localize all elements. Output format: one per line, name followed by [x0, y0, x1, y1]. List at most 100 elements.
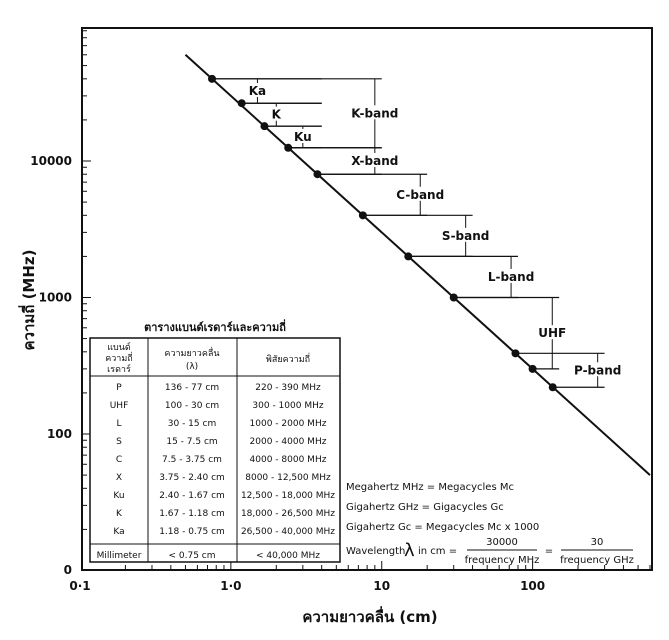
band-bracket: Ka — [212, 78, 322, 104]
band-label: L-band — [488, 270, 534, 284]
band-boundary-point — [548, 383, 557, 392]
band-bracket: UHF — [453, 296, 566, 370]
table-cell: K — [116, 509, 123, 519]
table-header-band-radar: เรดาร์ — [107, 363, 131, 375]
band-label: X-band — [351, 154, 398, 168]
band-boundary-point — [358, 211, 367, 220]
formula-num1: 30000 — [486, 537, 518, 548]
table-row: Ka 1.18 - 0.75 cm 26,500 - 40,000 MHz — [113, 527, 335, 537]
table-cell: 8000 - 12,500 MHz — [245, 473, 331, 483]
table-cell: 1.67 - 1.18 cm — [159, 509, 225, 519]
table-header-lambda: (λ) — [186, 362, 198, 372]
x-tick-label: 10 — [373, 579, 390, 593]
formula-lambda: λ — [404, 540, 415, 561]
band-table: ตารางแบนด์เรดาร์และความถี่ แบนด์ ความถี่… — [89, 319, 341, 563]
band-boundary-point — [208, 74, 217, 83]
table-row: L 30 - 15 cm 1000 - 2000 MHz — [116, 419, 326, 429]
band-table-frame — [89, 337, 341, 563]
x-tick-label: 0·1 — [69, 579, 90, 593]
x-axis-title: ความยาวคลื่น (cm) — [302, 606, 437, 626]
table-footer-band: Millimeter — [97, 551, 142, 561]
table-row: C 7.5 - 3.75 cm 4000 - 8000 MHz — [116, 455, 327, 465]
table-cell: 2.40 - 1.67 cm — [159, 491, 225, 501]
table-cell: 12,500 - 18,000 MHz — [241, 491, 335, 501]
band-boundary-point — [404, 252, 413, 261]
table-cell: 300 - 1000 MHz — [252, 401, 323, 411]
band-boundary-point — [313, 170, 322, 179]
table-cell: 26,500 - 40,000 MHz — [241, 527, 335, 537]
table-cell: P — [116, 383, 122, 393]
table-row: K 1.67 - 1.18 cm 18,000 - 26,500 MHz — [116, 509, 335, 519]
note-gc: Gigahertz Gc = Megacycles Mc x 1000 — [346, 522, 539, 533]
band-boundary-point — [528, 364, 537, 373]
table-footer-range: < 40,000 MHz — [256, 551, 320, 561]
band-label: Ka — [249, 84, 266, 98]
band-table-title: ตารางแบนด์เรดาร์และความถี่ — [144, 319, 286, 334]
table-footer-wavelength: < 0.75 cm — [168, 551, 215, 561]
x-tick-label: 1·0 — [220, 579, 241, 593]
table-row: S 15 - 7.5 cm 2000 - 4000 MHz — [116, 437, 327, 447]
table-cell: 136 - 77 cm — [165, 383, 219, 393]
band-label: K — [272, 108, 282, 122]
formula-den2: frequency GHz — [560, 555, 634, 566]
band-label: UHF — [538, 326, 566, 340]
table-cell: 1000 - 2000 MHz — [250, 419, 327, 429]
table-cell: UHF — [110, 401, 129, 411]
band-boundary-point — [284, 143, 293, 152]
table-cell: C — [116, 455, 122, 465]
band-boundary-point — [260, 122, 269, 131]
table-row: UHF 100 - 30 cm 300 - 1000 MHz — [110, 401, 324, 411]
formula-in-cm: in cm = — [418, 546, 457, 557]
band-bracket: S-band — [362, 214, 489, 258]
band-bracket: P-band — [515, 352, 621, 388]
table-cell: 7.5 - 3.75 cm — [162, 455, 222, 465]
formula-eq: = — [545, 546, 553, 557]
table-cell: Ku — [113, 491, 124, 501]
note-mhz: Megahertz MHz = Megacycles Mc — [346, 482, 514, 493]
x-tick-label: 100 — [520, 579, 545, 593]
y-tick-label: 100 — [47, 427, 72, 441]
table-cell: 18,000 - 26,500 MHz — [241, 509, 335, 519]
band-label: P-band — [574, 363, 621, 377]
table-cell: Ka — [113, 527, 124, 537]
formula-prefix: Wavelength — [346, 546, 405, 557]
band-label: K-band — [351, 106, 398, 120]
band-bracket: Ku — [264, 125, 322, 149]
note-ghz: Gigahertz GHz = Gigacycles Gc — [346, 502, 504, 513]
band-boundary-point — [449, 293, 458, 302]
formula-den1: frequency MHz — [465, 555, 540, 566]
table-row: Ku 2.40 - 1.67 cm 12,500 - 18,000 MHz — [113, 491, 335, 501]
table-cell: S — [116, 437, 122, 447]
table-cell: 1.18 - 0.75 cm — [159, 527, 225, 537]
y-axis-title: ความถี่ (MHz) — [18, 250, 38, 351]
band-bracket: X-band — [288, 147, 398, 175]
table-header-band-freq: ความถี่ — [105, 351, 133, 364]
table-cell: 100 - 30 cm — [165, 401, 219, 411]
band-boundary-point — [511, 349, 520, 358]
table-cell: 220 - 390 MHz — [255, 383, 321, 393]
table-cell: 15 - 7.5 cm — [166, 437, 217, 447]
formula-num2: 30 — [591, 537, 604, 548]
y-tick-label: 10000 — [30, 154, 72, 168]
wavelength-formula: Wavelength λ in cm = 30000 frequency MHz… — [346, 537, 634, 566]
band-label: C-band — [396, 188, 444, 202]
table-header-range: พิสัยความถี่ — [266, 352, 310, 365]
band-bracket: L-band — [408, 255, 534, 299]
band-boundary-point — [237, 99, 246, 108]
table-cell: 2000 - 4000 MHz — [250, 437, 327, 447]
table-header-band: แบนด์ — [107, 341, 131, 353]
table-cell: L — [116, 419, 121, 429]
table-cell: 4000 - 8000 MHz — [250, 455, 327, 465]
table-header-wavelength: ความยาวคลื่น — [164, 346, 219, 359]
table-cell: 30 - 15 cm — [168, 419, 216, 429]
table-cell: 3.75 - 2.40 cm — [159, 473, 225, 483]
band-label: Ku — [294, 130, 312, 144]
band-label: S-band — [442, 229, 489, 243]
band-bracket: C-band — [317, 173, 444, 216]
table-cell: X — [116, 473, 122, 483]
y-origin-label: 0 — [64, 563, 72, 577]
table-row: X 3.75 - 2.40 cm 8000 - 12,500 MHz — [116, 473, 331, 483]
y-tick-label: 1000 — [39, 291, 72, 305]
table-row: P 136 - 77 cm 220 - 390 MHz — [116, 383, 321, 393]
